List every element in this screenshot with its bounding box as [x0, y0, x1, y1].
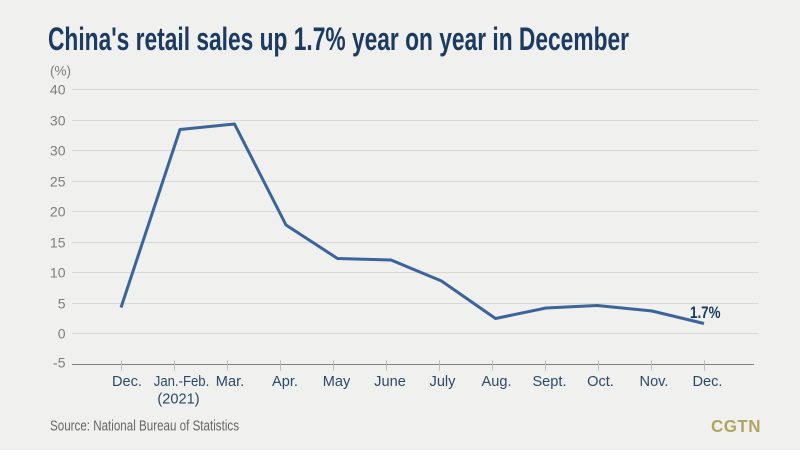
svg-text:5: 5 — [58, 296, 66, 312]
svg-text:30: 30 — [50, 113, 66, 129]
svg-text:40: 40 — [50, 82, 66, 98]
svg-text:May: May — [323, 374, 351, 390]
svg-text:Dec.: Dec. — [112, 374, 142, 390]
svg-text:Oct.: Oct. — [587, 374, 614, 390]
svg-text:Apr.: Apr. — [272, 374, 298, 390]
svg-text:Mar.: Mar. — [216, 374, 244, 390]
svg-text:20: 20 — [50, 204, 66, 220]
svg-text:Dec.: Dec. — [692, 374, 722, 390]
svg-text:Nov.: Nov. — [640, 374, 669, 390]
svg-text:Sept.: Sept. — [532, 374, 566, 390]
svg-text:CGTN: CGTN — [711, 416, 761, 436]
svg-text:10: 10 — [50, 265, 66, 281]
svg-text:China's retail sales up 1.7% y: China's retail sales up 1.7% year on yea… — [48, 21, 629, 57]
svg-text:Source: National Bureau of Sta: Source: National Bureau of Statistics — [50, 418, 239, 435]
svg-text:-5: -5 — [53, 355, 66, 371]
svg-text:1.7%: 1.7% — [690, 303, 721, 322]
svg-text:30: 30 — [50, 143, 66, 159]
svg-text:Aug.: Aug. — [481, 374, 511, 390]
svg-text:June: June — [374, 374, 406, 390]
svg-text:Jan.-Feb.: Jan.-Feb. — [154, 374, 210, 390]
svg-text:(%): (%) — [50, 64, 71, 79]
svg-text:July: July — [430, 374, 457, 390]
svg-text:15: 15 — [50, 235, 66, 251]
svg-text:25: 25 — [50, 174, 66, 190]
svg-text:0: 0 — [58, 326, 66, 342]
svg-text:(2021): (2021) — [157, 391, 199, 407]
